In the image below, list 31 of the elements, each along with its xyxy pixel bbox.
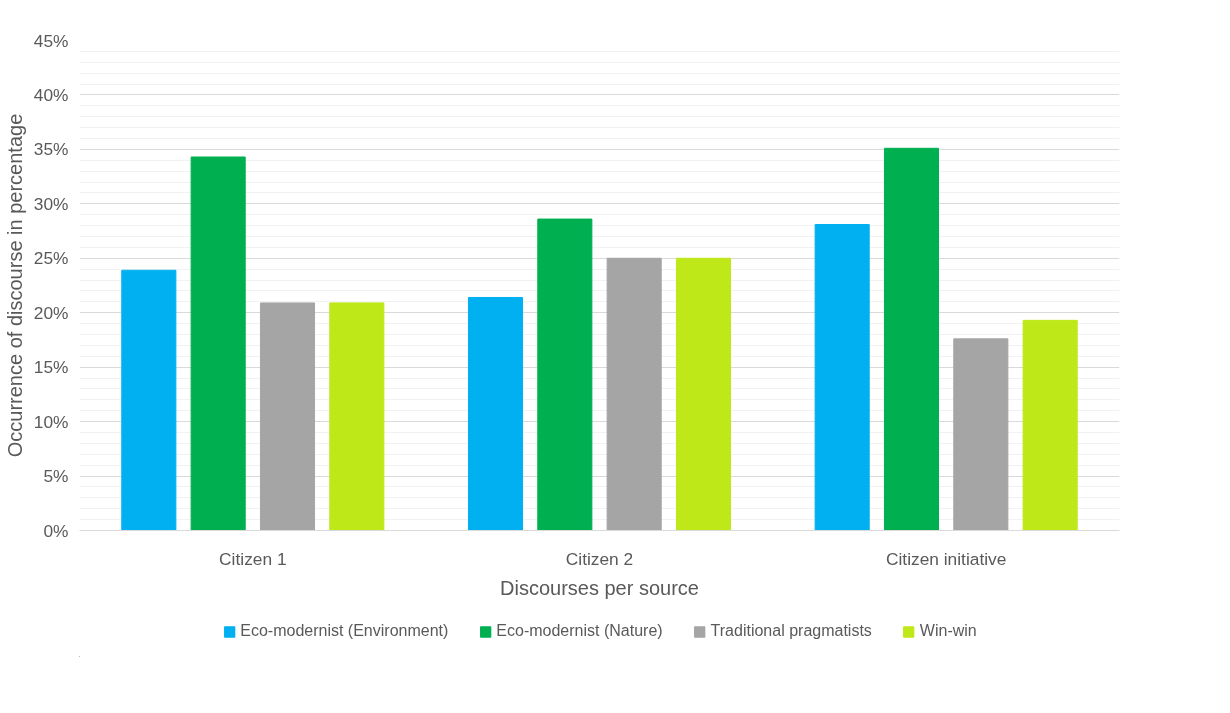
y-tick-label: 40%	[33, 84, 69, 105]
bar	[190, 156, 246, 531]
bar	[121, 269, 177, 531]
x-tick-label: Citizen 1	[219, 548, 287, 569]
y-tick-label: 15%	[33, 357, 69, 378]
legend-label: Win-win	[919, 622, 977, 640]
y-axis-title: Occurrence of discourse in percentage	[3, 113, 26, 458]
x-axis-title: Discourses per source	[500, 576, 699, 599]
bar	[883, 147, 940, 531]
bar	[259, 302, 316, 531]
bar	[814, 224, 870, 531]
y-tick-label: 0%	[43, 520, 69, 541]
x-tick-label: Citizen 2	[565, 548, 634, 569]
legend-label: Eco-modernist (Environment)	[240, 622, 449, 640]
bar	[467, 296, 524, 531]
legend-label: Traditional pragmatists	[710, 622, 872, 640]
bar	[675, 257, 732, 531]
x-tick-label: Citizen initiative	[885, 548, 1007, 569]
bar	[537, 218, 593, 531]
bar	[329, 302, 385, 531]
y-tick-label: 45%	[33, 30, 69, 51]
y-tick-label: 5%	[43, 466, 69, 487]
y-tick-label: 30%	[33, 193, 69, 214]
y-tick-label: 10%	[33, 411, 69, 432]
bar	[953, 338, 1009, 531]
bar	[1022, 319, 1078, 531]
y-tick-label: 35%	[33, 139, 69, 160]
legend-label: Eco-modernist (Nature)	[496, 622, 663, 640]
bar	[606, 257, 662, 531]
y-tick-label: 25%	[33, 248, 69, 269]
y-tick-label: 20%	[33, 302, 69, 323]
